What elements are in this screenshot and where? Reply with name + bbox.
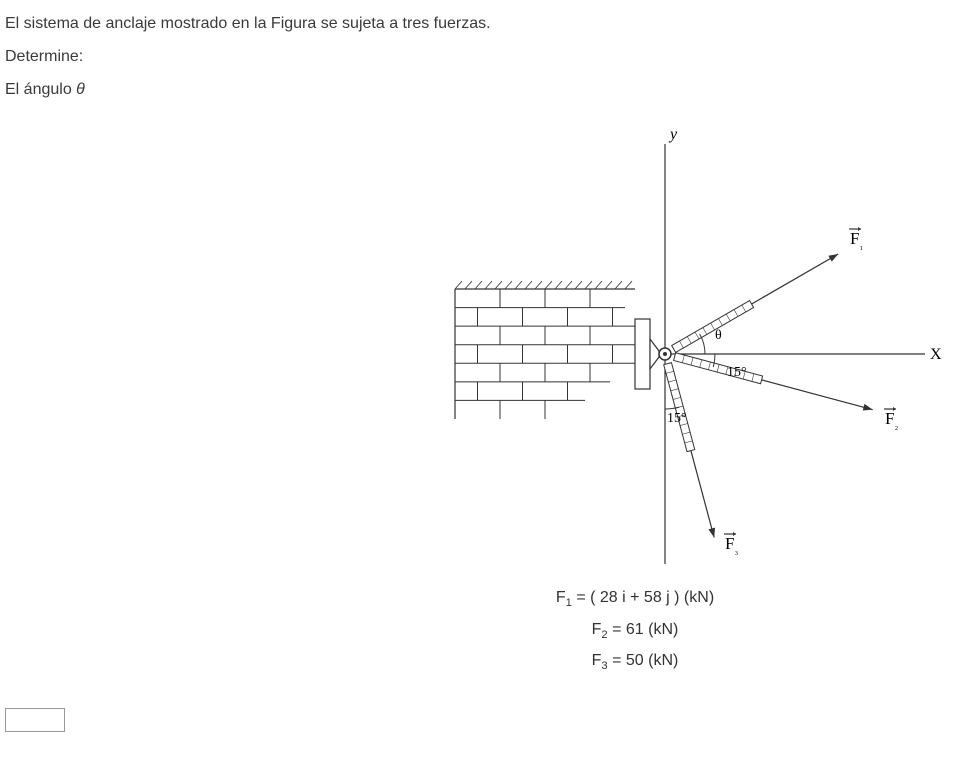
svg-text:15°: 15° [727, 365, 747, 380]
diagram-svg: y X θ 15° 15° F₁ F₂ F₃ [405, 114, 945, 584]
equation-F2: F2 = 61 (kN) [485, 616, 785, 645]
problem-line-2: Determine: [5, 43, 964, 72]
label-F2: F₂ [885, 409, 898, 431]
label-F3: F₃ [725, 534, 738, 556]
problem-line-3: El ángulo θ [5, 76, 964, 105]
equation-F1: F1 = ( 28 i + 58 j ) (kN) [485, 584, 785, 613]
force-F1 [672, 254, 839, 352]
label-F1: F₁ [850, 229, 863, 251]
force-F3 [664, 363, 715, 538]
svg-text:θ: θ [715, 328, 722, 343]
answer-input[interactable] [5, 708, 65, 732]
svg-text:15°: 15° [667, 411, 687, 426]
force-diagram: y X θ 15° 15° F₁ F₂ F₃ [405, 114, 945, 584]
equations-block: F1 = ( 28 i + 58 j ) (kN) F2 = 61 (kN) F… [485, 584, 785, 676]
x-axis-label: X [930, 346, 942, 363]
equation-F3: F3 = 50 (kN) [485, 647, 785, 676]
problem-line-1: El sistema de anclaje mostrado en la Fig… [5, 10, 964, 39]
y-axis-label: y [668, 126, 678, 143]
origin-dot [663, 352, 667, 356]
force-F2 [674, 353, 873, 411]
wall [455, 281, 635, 419]
problem-statement: El sistema de anclaje mostrado en la Fig… [5, 10, 964, 104]
anchor-plate [635, 319, 659, 389]
